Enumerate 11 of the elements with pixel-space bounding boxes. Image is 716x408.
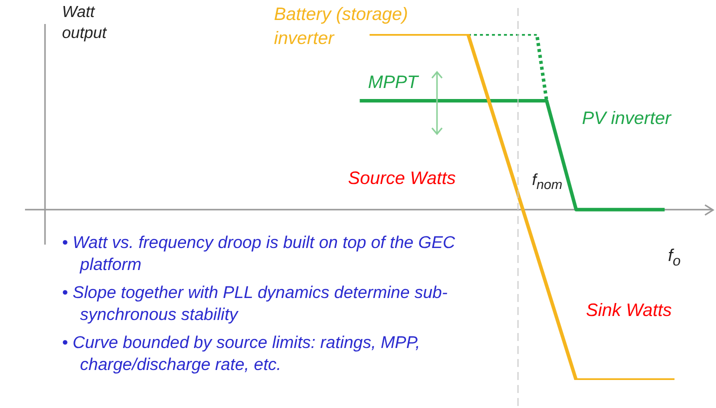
annotation: f$_{nom}$ [532, 172, 562, 192]
annotation: • Curve bounded by source limits: ratings, MPP, charge/discharge rate, etc. [62, 332, 422, 376]
annotation: MPPT [368, 72, 418, 93]
y-axis-title: Watt output [62, 3, 106, 44]
annotation: • Watt vs. frequency droop is built on top of the GEC platform [62, 232, 456, 276]
series-label: Battery (storage) inverter [274, 3, 410, 50]
series-label: PV inverter [582, 108, 672, 129]
annotation: Sink Watts [586, 300, 672, 321]
annotation: Source Watts [348, 168, 456, 189]
x-axis-title: f$_{o}$ [668, 246, 681, 270]
annotation: • Slope together with PLL dynamics determine sub-synchronous stability [62, 282, 449, 326]
